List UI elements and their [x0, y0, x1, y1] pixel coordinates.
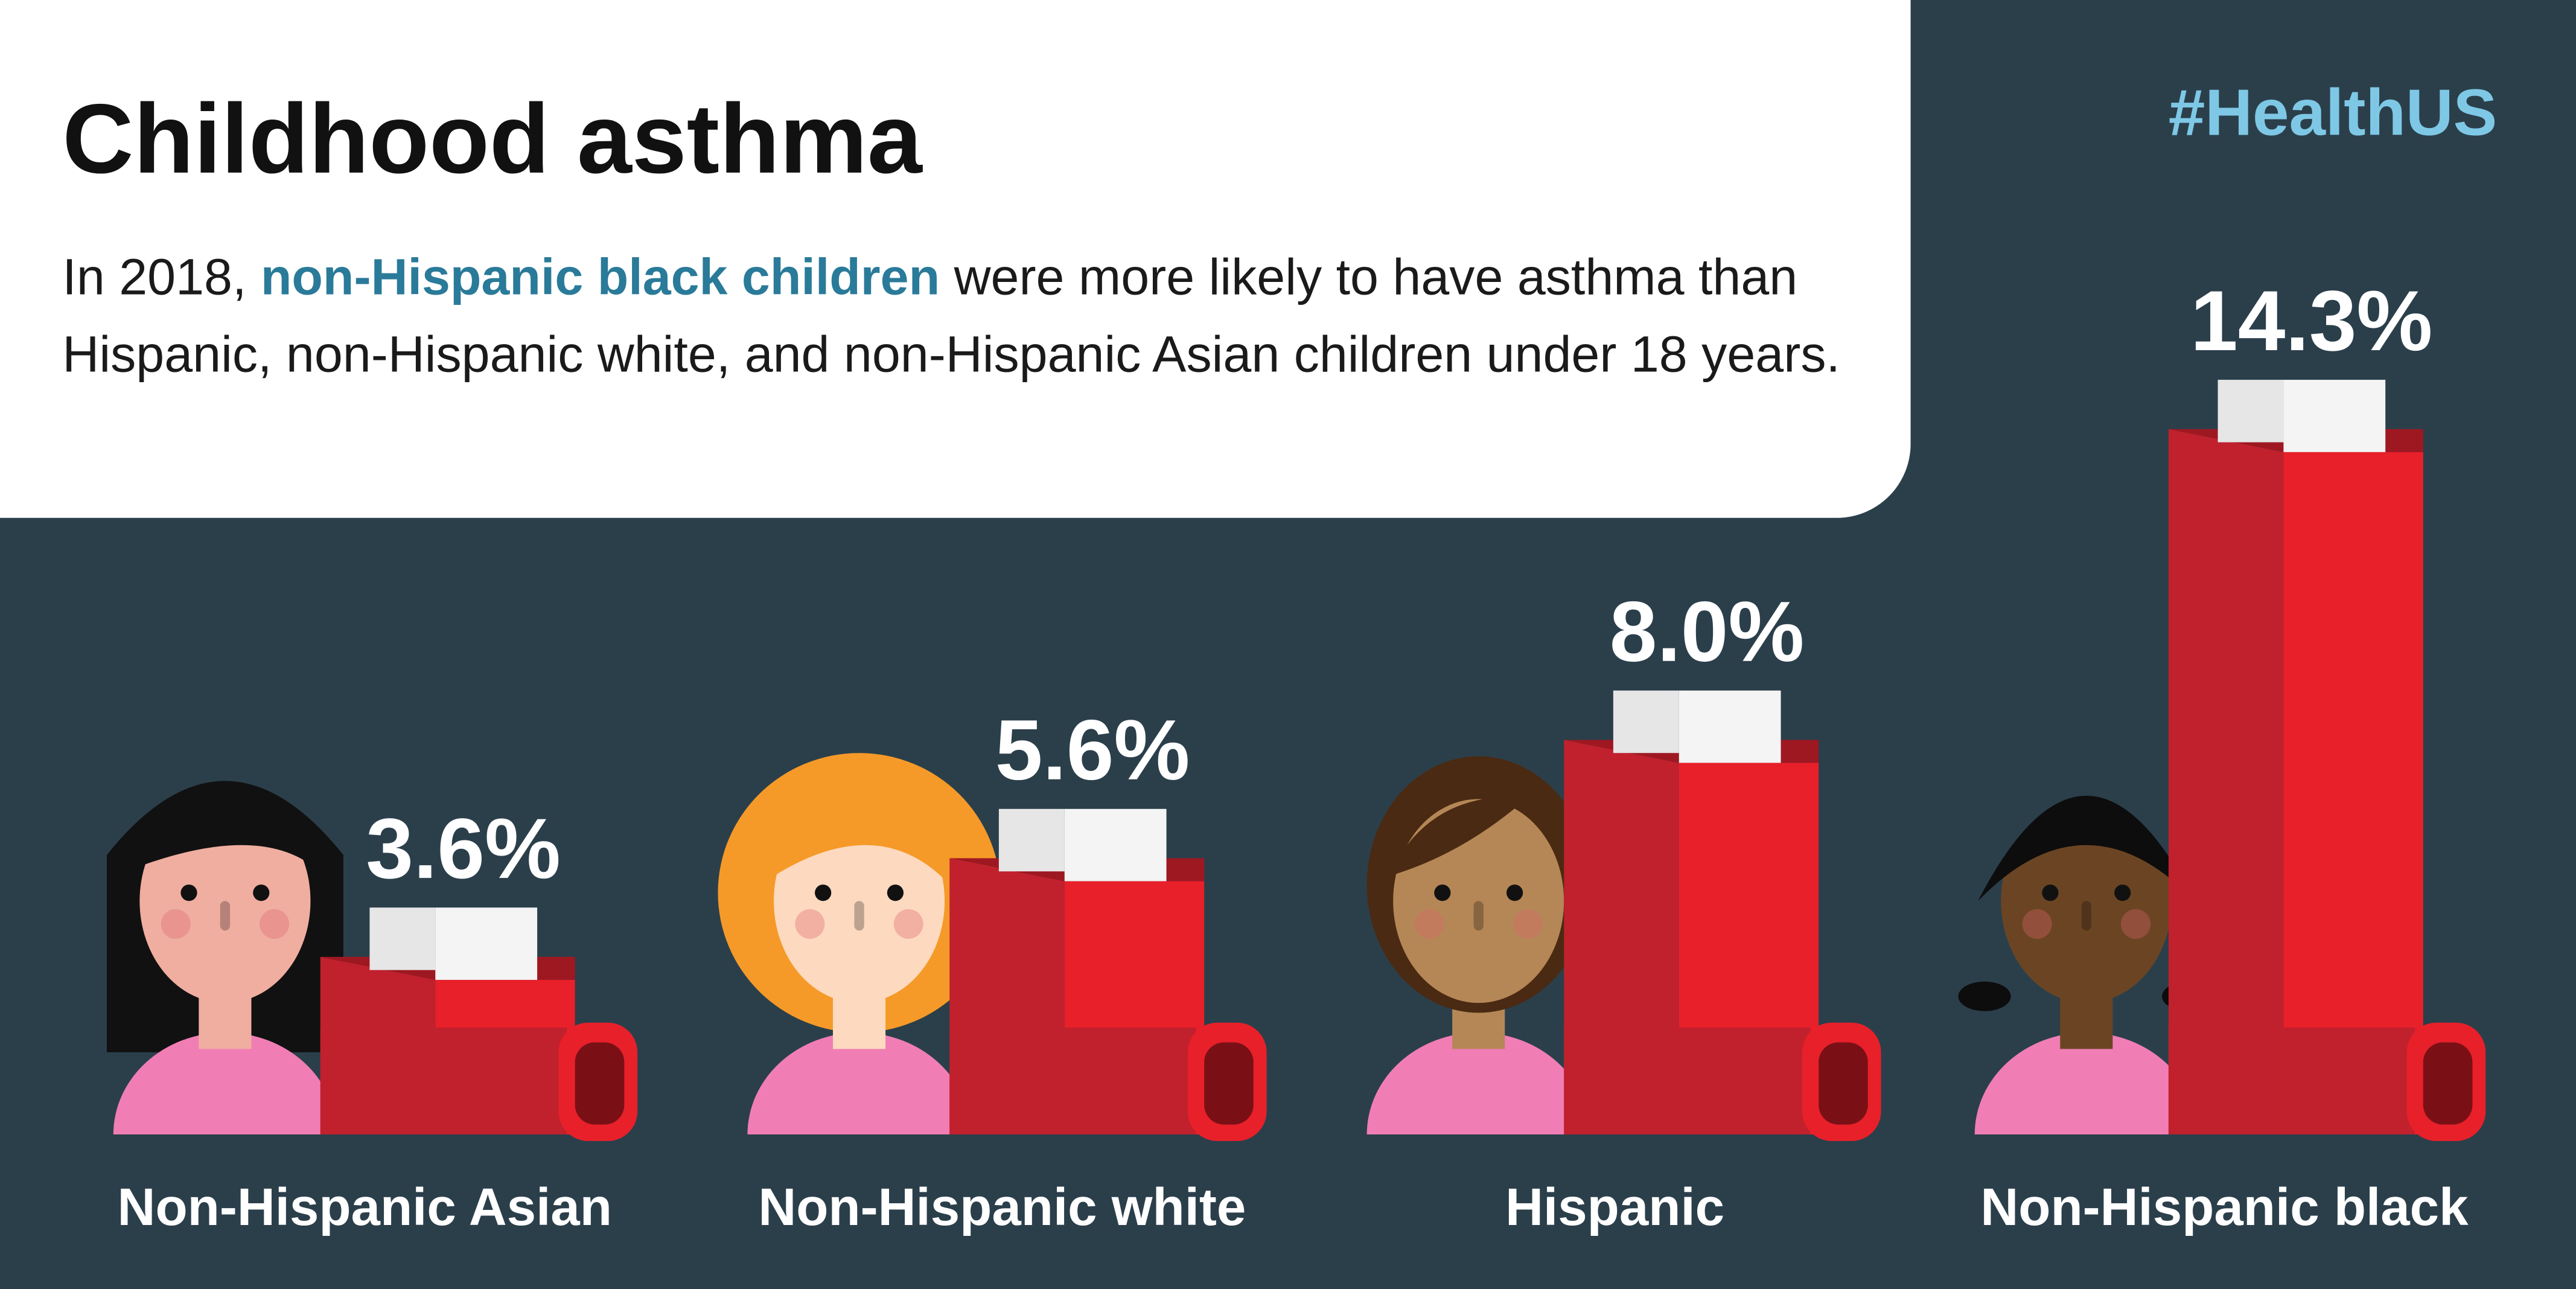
mouthpiece-hole — [2423, 1042, 2473, 1125]
hashtag: #HealthUS — [2169, 75, 2497, 149]
cheek — [2022, 909, 2052, 939]
subtitle-text: In 2018, — [62, 248, 261, 306]
subtitle-highlight: non-Hispanic black children — [260, 248, 940, 306]
cheek — [1513, 909, 1543, 939]
category-label: Non-Hispanic black — [1980, 1178, 2469, 1236]
category-label: Non-Hispanic Asian — [118, 1178, 612, 1236]
cheek — [795, 909, 825, 939]
hair — [135, 787, 316, 868]
shirt — [747, 1032, 971, 1135]
cheek — [161, 909, 191, 939]
shirt — [1974, 1032, 2198, 1135]
eye — [2042, 884, 2059, 901]
subtitle-text: were more likely to have asthma than His… — [62, 248, 1840, 383]
eye — [815, 884, 832, 901]
inhaler-cap — [2283, 380, 2386, 452]
mouthpiece-hole — [1204, 1042, 1254, 1125]
bar — [2283, 452, 2423, 1135]
inhaler-cap — [2217, 380, 2284, 443]
mouthpiece-hole — [1819, 1042, 1868, 1125]
nose — [854, 901, 864, 931]
value-label: 5.6% — [995, 703, 1190, 798]
nose — [1473, 901, 1484, 931]
value-label: 8.0% — [1610, 584, 1805, 680]
value-label: 3.6% — [366, 801, 561, 897]
hair — [1978, 796, 2195, 901]
shirt — [1366, 1032, 1590, 1135]
cheek — [2120, 909, 2150, 939]
inhaler-base — [2168, 1028, 2415, 1135]
inhaler-cap — [369, 907, 436, 970]
value-label: 14.3% — [2190, 273, 2432, 369]
cheek — [1414, 909, 1444, 939]
inhaler-cap — [1064, 808, 1167, 881]
inhaler-cap — [435, 907, 538, 980]
eye — [887, 884, 904, 901]
eye — [1506, 884, 1523, 901]
mouthpiece-hole — [575, 1042, 625, 1125]
inhaler-cap — [1613, 690, 1679, 753]
category-label: Non-Hispanic white — [758, 1178, 1246, 1236]
eye — [1434, 884, 1451, 901]
inhaler-cap — [998, 808, 1065, 872]
cheek — [893, 909, 923, 939]
subtitle: In 2018, non-Hispanic black children wer… — [62, 238, 1869, 393]
cheek — [260, 909, 290, 939]
nose — [220, 901, 231, 931]
eye — [253, 884, 270, 901]
inhaler-base — [320, 1028, 567, 1135]
header-panel — [0, 0, 1911, 518]
hair — [1388, 796, 1528, 877]
hair-tie — [1958, 981, 2011, 1011]
nose — [2081, 901, 2091, 931]
inhaler-side — [2168, 429, 2284, 1135]
inhaler-base — [1564, 1028, 1811, 1135]
hair — [760, 772, 950, 885]
inhaler-cap — [1679, 690, 1781, 763]
eye — [2114, 884, 2131, 901]
category-label: Hispanic — [1505, 1178, 1724, 1236]
chart-title: Childhood asthma — [62, 83, 923, 194]
shirt — [113, 1032, 337, 1135]
eye — [180, 884, 197, 901]
inhaler-base — [949, 1028, 1196, 1135]
